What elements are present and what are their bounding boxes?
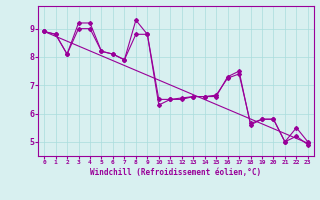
X-axis label: Windchill (Refroidissement éolien,°C): Windchill (Refroidissement éolien,°C) (91, 168, 261, 177)
